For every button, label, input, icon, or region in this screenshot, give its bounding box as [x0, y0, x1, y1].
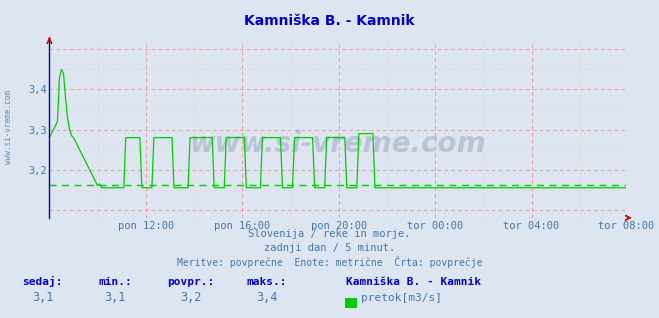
Text: povpr.:: povpr.: [167, 277, 215, 287]
Text: Kamniška B. - Kamnik: Kamniška B. - Kamnik [346, 277, 481, 287]
Text: 3,1: 3,1 [32, 291, 53, 303]
Text: Kamniška B. - Kamnik: Kamniška B. - Kamnik [244, 14, 415, 28]
Text: 3,1: 3,1 [105, 291, 126, 303]
Text: 3,2: 3,2 [181, 291, 202, 303]
Text: pretok[m3/s]: pretok[m3/s] [361, 293, 442, 302]
Text: Slovenija / reke in morje.: Slovenija / reke in morje. [248, 229, 411, 239]
Text: Meritve: povprečne  Enote: metrične  Črta: povprečje: Meritve: povprečne Enote: metrične Črta:… [177, 256, 482, 268]
Text: www.si-vreme.com: www.si-vreme.com [190, 130, 486, 158]
Text: sedaj:: sedaj: [22, 276, 63, 287]
Text: 3,4: 3,4 [256, 291, 277, 303]
Text: min.:: min.: [98, 277, 132, 287]
Text: www.si-vreme.com: www.si-vreme.com [4, 90, 13, 164]
Text: zadnji dan / 5 minut.: zadnji dan / 5 minut. [264, 243, 395, 253]
Text: maks.:: maks.: [246, 277, 287, 287]
